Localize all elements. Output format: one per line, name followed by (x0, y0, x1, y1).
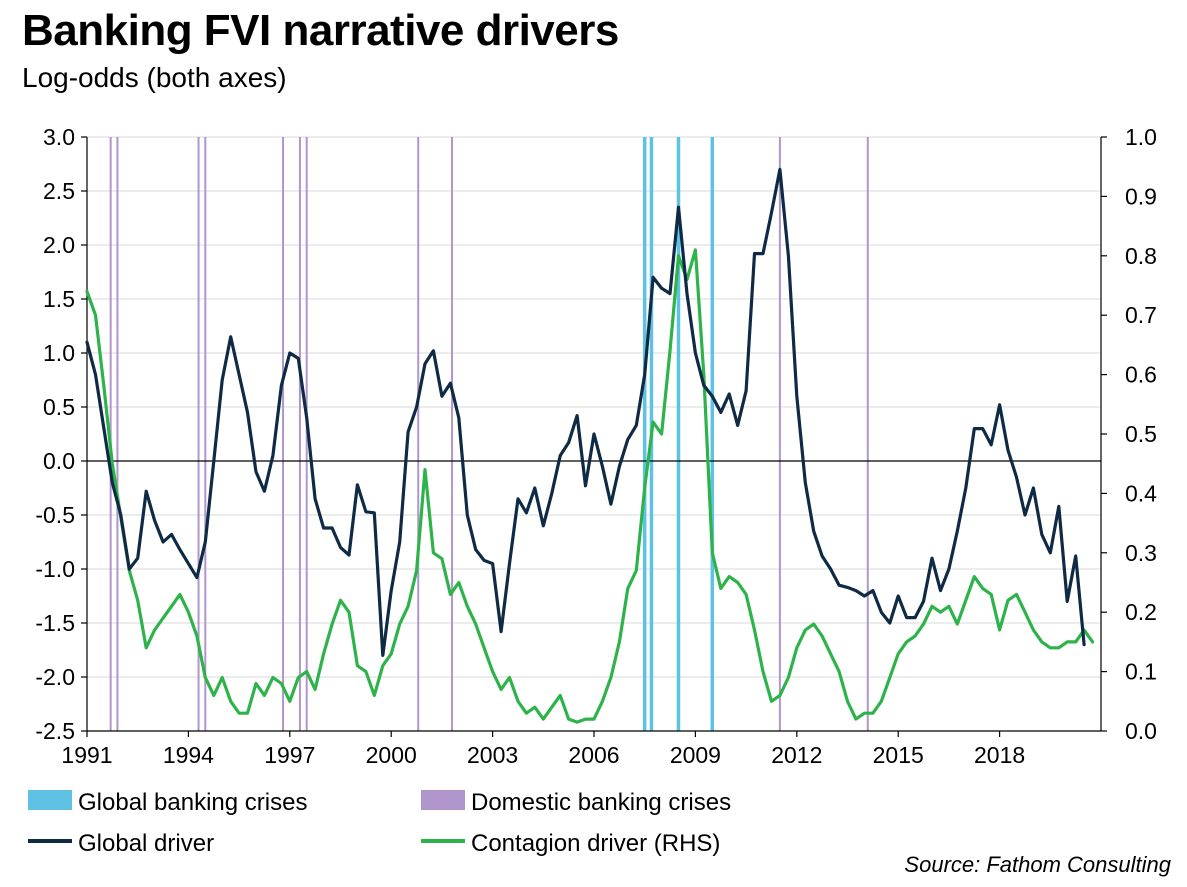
y-right-tick-label: 0.2 (1125, 599, 1157, 625)
y-left-tick-label: 2.0 (43, 232, 75, 258)
x-tick-label: 2009 (670, 742, 721, 768)
y-right-tick-label: 0.0 (1125, 718, 1157, 744)
legend-label-global-driver: Global driver (78, 830, 214, 857)
y-left-tick-label: 0.5 (43, 394, 75, 420)
y-right-tick-label: 0.7 (1125, 302, 1157, 328)
y-left-tick-label: 0.0 (43, 448, 75, 474)
legend-swatch-domestic-crises (421, 790, 465, 810)
chart-title: Banking FVI narrative drivers (22, 6, 619, 55)
chart-source: Source: Fathom Consulting (904, 852, 1171, 877)
contagion-driver-line (85, 248, 1095, 724)
y-left-tick-label: 1.5 (43, 286, 75, 312)
x-tick-label: 2012 (771, 742, 822, 768)
x-tick-label: 2000 (366, 742, 417, 768)
y-left-tick-label: -2.5 (35, 718, 75, 744)
x-tick-label: 2015 (873, 742, 924, 768)
y-right-tick-label: 0.4 (1125, 480, 1157, 506)
global-driver-line (85, 167, 1086, 657)
y-left-tick-label: 1.0 (43, 340, 75, 366)
legend-label-domestic-crises: Domestic banking crises (471, 789, 731, 816)
y-left-tick-label: -2.0 (35, 664, 75, 690)
legend-label-contagion-driver: Contagion driver (RHS) (471, 830, 720, 857)
y-left-tick-label: -0.5 (35, 502, 75, 528)
x-tick-label: 2018 (974, 742, 1025, 768)
y-left-tick-label: -1.0 (35, 556, 75, 582)
x-tick-label: 2003 (467, 742, 518, 768)
x-tick-label: 1994 (163, 742, 214, 768)
y-right-tick-label: 0.9 (1125, 183, 1157, 209)
y-left-tick-label: 3.0 (43, 124, 75, 150)
y-right-tick-label: 1.0 (1125, 124, 1157, 150)
y-left-tick-label: 2.5 (43, 178, 75, 204)
x-tick-label: 2006 (568, 742, 619, 768)
x-tick-label: 1997 (264, 742, 315, 768)
x-tick-label: 1991 (61, 742, 112, 768)
y-right-tick-label: 0.6 (1125, 362, 1157, 388)
legend-label-global-crises: Global banking crises (78, 789, 307, 816)
chart-subtitle: Log-odds (both axes) (22, 62, 287, 93)
y-right-tick-label: 0.1 (1125, 659, 1157, 685)
y-right-tick-label: 0.5 (1125, 421, 1157, 447)
y-right-tick-label: 0.3 (1125, 540, 1157, 566)
y-left-tick-label: -1.5 (35, 610, 75, 636)
y-right-tick-label: 0.8 (1125, 243, 1157, 269)
legend-swatch-global-crises (28, 790, 72, 810)
